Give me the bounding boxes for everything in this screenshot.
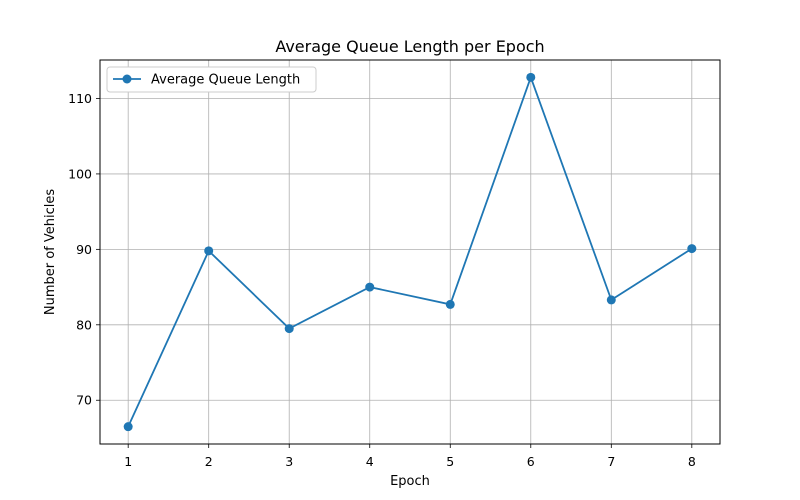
- y-axis-label: Number of Vehicles: [43, 189, 58, 316]
- data-point: [123, 422, 133, 432]
- x-tick-label: 4: [366, 454, 374, 469]
- y-axis: 70 80 90 100 110: [68, 91, 100, 408]
- plot-area: [99, 59, 721, 445]
- series-line: [127, 74, 693, 428]
- y-tick-label: 100: [68, 166, 92, 181]
- legend: Average Queue Length: [106, 66, 317, 93]
- data-point: [445, 299, 455, 309]
- legend-point-marker: [122, 74, 132, 84]
- legend-label: Average Queue Length: [151, 73, 300, 88]
- x-tick-label: 1: [124, 454, 132, 469]
- x-axis: 1 2 3 4 5 6 7 8: [124, 444, 696, 469]
- legend-frame: [106, 66, 317, 93]
- data-point: [606, 295, 616, 305]
- x-tick-label: 7: [607, 454, 615, 469]
- chart-title: Average Queue Length per Epoch: [275, 37, 544, 56]
- x-tick-label: 8: [688, 454, 696, 469]
- x-axis-label: Epoch: [390, 474, 430, 489]
- y-tick-label: 70: [76, 393, 92, 408]
- data-point: [365, 282, 375, 292]
- x-tick-label: 3: [285, 454, 293, 469]
- y-tick-label: 110: [68, 91, 92, 106]
- y-tick-label: 80: [76, 317, 92, 332]
- y-tick-label: 90: [76, 242, 92, 257]
- x-tick-label: 5: [446, 454, 454, 469]
- x-tick-label: 6: [527, 454, 535, 469]
- data-point: [687, 244, 697, 254]
- data-point: [284, 324, 294, 334]
- data-point: [204, 246, 214, 256]
- data-point: [526, 72, 536, 82]
- x-tick-label: 2: [205, 454, 213, 469]
- series-group: [123, 72, 697, 432]
